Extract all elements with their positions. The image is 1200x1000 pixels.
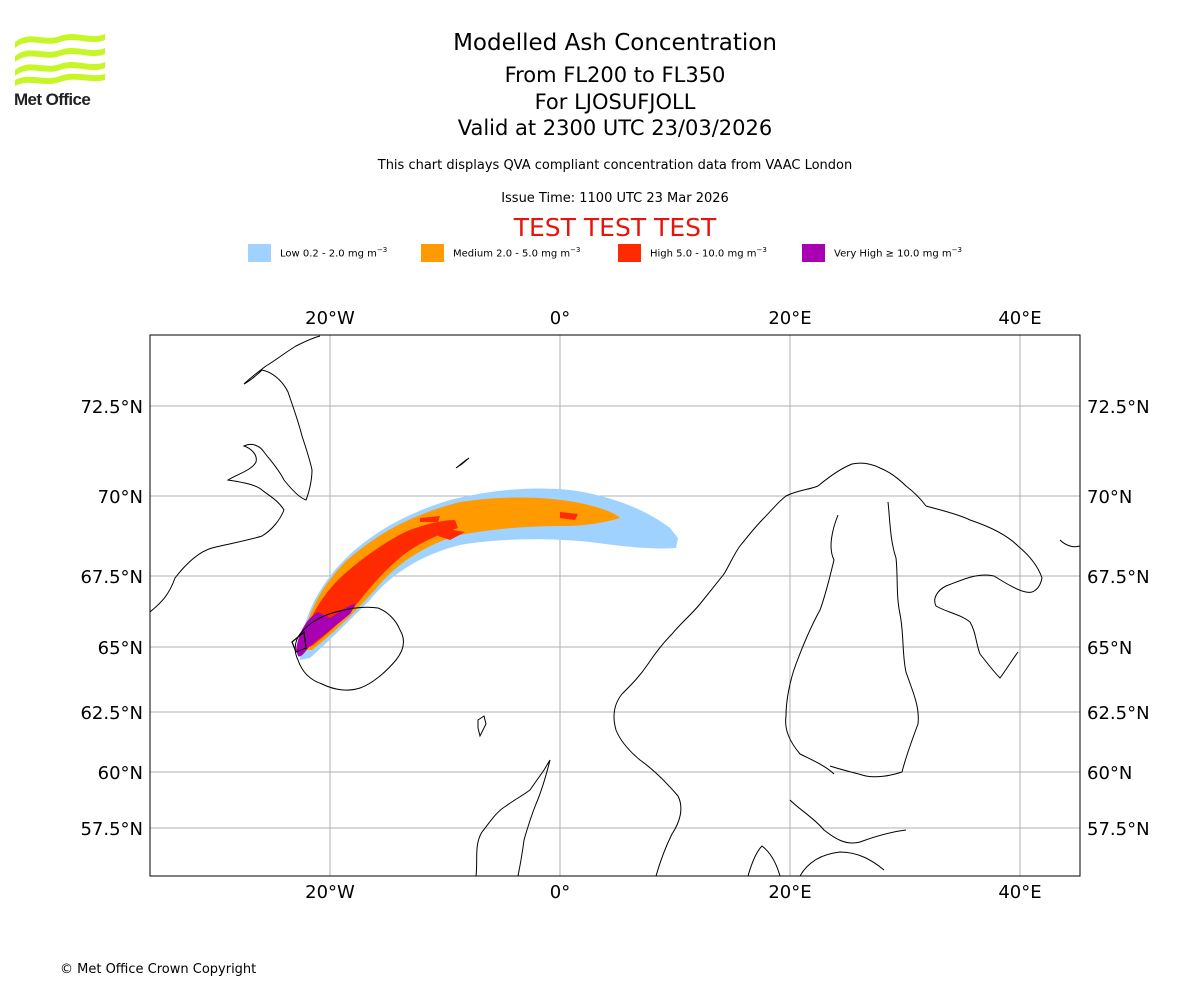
met-office-logo-icon bbox=[15, 34, 105, 86]
lat-tick-left-72-5: 72.5°N bbox=[80, 397, 143, 418]
lat-ticks-left: 72.5°N 70°N 67.5°N 65°N 62.5°N 60°N 57.5… bbox=[80, 397, 143, 840]
volcano-marker-icon bbox=[291, 630, 307, 653]
lon-tick-top-20e: 20°E bbox=[768, 308, 811, 329]
lat-tick-right-60: 60°N bbox=[1087, 763, 1132, 784]
legend-swatch-low bbox=[248, 244, 271, 262]
subtitle: This chart displays QVA compliant concen… bbox=[377, 158, 853, 173]
lon-tick-top-20w: 20°W bbox=[305, 308, 355, 329]
legend-item-high: High 5.0 - 10.0 mg m−3 bbox=[618, 244, 767, 262]
coast-arctic-russia bbox=[1059, 539, 1080, 548]
coast-baltic bbox=[789, 799, 907, 876]
coast-jan-mayen bbox=[455, 457, 470, 469]
coast-finland bbox=[829, 501, 919, 778]
valid-time: Valid at 2300 UTC 23/03/2026 bbox=[457, 116, 773, 140]
coast-sweden bbox=[785, 514, 839, 775]
lon-ticks-top: 20°W 0° 20°E 40°E bbox=[305, 308, 1041, 329]
coast-norway bbox=[613, 462, 927, 876]
lat-tick-right-62-5: 62.5°N bbox=[1087, 703, 1150, 724]
lat-tick-left-62-5: 62.5°N bbox=[80, 703, 143, 724]
lat-tick-left-70: 70°N bbox=[98, 487, 143, 508]
copyright: © Met Office Crown Copyright bbox=[60, 962, 257, 977]
lat-tick-left-60: 60°N bbox=[98, 763, 143, 784]
legend-label-low: Low 0.2 - 2.0 mg m bbox=[280, 248, 377, 260]
lon-tick-bottom-0: 0° bbox=[550, 882, 570, 903]
lat-tick-left-67-5: 67.5°N bbox=[80, 567, 143, 588]
legend-swatch-high bbox=[618, 244, 641, 262]
legend-item-medium: Medium 2.0 - 5.0 mg m−3 bbox=[421, 244, 580, 262]
lon-tick-bottom-20e: 20°E bbox=[768, 882, 811, 903]
legend-label-high: High 5.0 - 10.0 mg m bbox=[650, 248, 757, 260]
legend-label-medium: Medium 2.0 - 5.0 mg m bbox=[453, 248, 571, 260]
coast-scotland bbox=[475, 759, 551, 876]
coastlines bbox=[150, 335, 1080, 876]
lat-tick-right-70: 70°N bbox=[1087, 487, 1132, 508]
lat-tick-right-72-5: 72.5°N bbox=[1087, 397, 1150, 418]
lat-tick-right-65: 65°N bbox=[1087, 638, 1132, 659]
coast-kola bbox=[925, 505, 1043, 679]
ash-very-high-region bbox=[296, 604, 356, 657]
coast-greenland bbox=[150, 335, 321, 613]
lon-tick-bottom-20w: 20°W bbox=[305, 882, 355, 903]
legend-item-low: Low 0.2 - 2.0 mg m−3 bbox=[248, 244, 387, 262]
met-office-logo-text: Met Office bbox=[14, 90, 91, 109]
flight-levels: From FL200 to FL350 bbox=[504, 63, 726, 87]
gridlines bbox=[150, 335, 1080, 876]
lat-tick-right-57-5: 57.5°N bbox=[1087, 819, 1150, 840]
lat-tick-left-65: 65°N bbox=[98, 638, 143, 659]
issue-time: Issue Time: 1100 UTC 23 Mar 2026 bbox=[501, 191, 729, 206]
lon-tick-top-0: 0° bbox=[550, 308, 570, 329]
ash-medium-region bbox=[303, 497, 620, 650]
lat-ticks-right: 72.5°N 70°N 67.5°N 65°N 62.5°N 60°N 57.5… bbox=[1087, 397, 1150, 840]
lat-tick-left-57-5: 57.5°N bbox=[80, 819, 143, 840]
coast-faroe bbox=[477, 715, 487, 738]
lon-tick-top-40e: 40°E bbox=[998, 308, 1041, 329]
test-banner: TEST TEST TEST bbox=[513, 213, 717, 242]
legend-item-very-high: Very High ≥ 10.0 mg m−3 bbox=[802, 244, 962, 262]
legend-swatch-very-high bbox=[802, 244, 825, 262]
chart-title: Modelled Ash Concentration bbox=[453, 30, 777, 56]
legend-swatch-medium bbox=[421, 244, 444, 262]
lat-tick-right-67-5: 67.5°N bbox=[1087, 567, 1150, 588]
coast-iceland bbox=[294, 606, 404, 691]
coast-denmark bbox=[747, 845, 781, 876]
lon-tick-bottom-40e: 40°E bbox=[998, 882, 1041, 903]
legend-label-very-high: Very High ≥ 10.0 mg m bbox=[834, 248, 952, 260]
map-frame bbox=[149, 334, 1081, 877]
ash-high-patch bbox=[420, 512, 578, 540]
volcano-name: For LJOSUFJOLL bbox=[534, 90, 696, 114]
ash-plume bbox=[296, 488, 678, 660]
lon-ticks-bottom: 20°W 0° 20°E 40°E bbox=[305, 882, 1041, 903]
